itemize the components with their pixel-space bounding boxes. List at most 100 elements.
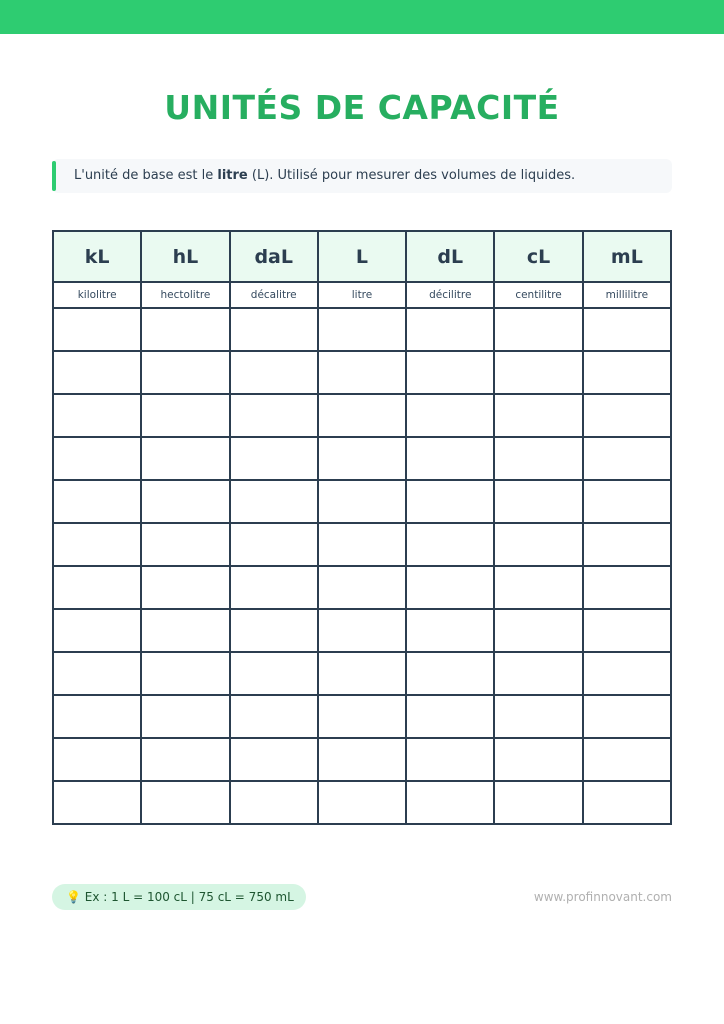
- table-cell[interactable]: [405, 350, 496, 395]
- table-cell[interactable]: [228, 608, 319, 653]
- table-cell[interactable]: [405, 307, 496, 352]
- table-cell[interactable]: [316, 694, 408, 739]
- intro-text-end: (L). Utilisé pour mesurer des volumes de…: [247, 168, 576, 183]
- table-cell[interactable]: [51, 651, 143, 696]
- table-cell[interactable]: [228, 350, 319, 395]
- table-cell[interactable]: [51, 350, 143, 395]
- table-cell[interactable]: [581, 651, 673, 696]
- table-cell[interactable]: [581, 565, 673, 610]
- table-cell[interactable]: [493, 737, 584, 782]
- table-cell[interactable]: [493, 436, 584, 481]
- table-cell[interactable]: [228, 522, 319, 567]
- unit-header-1: hL: [140, 230, 231, 283]
- unit-name-row: kilolitre hectolitre décalitre litre décilit…: [51, 281, 673, 309]
- table-cell[interactable]: [140, 565, 231, 610]
- table-row: [51, 694, 673, 739]
- table-cell[interactable]: [51, 608, 143, 653]
- table-cell[interactable]: [493, 307, 584, 352]
- table-row: [51, 436, 673, 481]
- table-cell[interactable]: [140, 350, 231, 395]
- table-cell[interactable]: [405, 393, 496, 438]
- table-cell[interactable]: [316, 737, 408, 782]
- table-cell[interactable]: [493, 694, 584, 739]
- table-cell[interactable]: [316, 780, 408, 825]
- table-cell[interactable]: [51, 565, 143, 610]
- table-cell[interactable]: [140, 479, 231, 524]
- table-cell[interactable]: [405, 436, 496, 481]
- table-cell[interactable]: [581, 780, 673, 825]
- table-cell[interactable]: [140, 436, 231, 481]
- table-cell[interactable]: [493, 780, 584, 825]
- unit-header-3: L: [316, 230, 408, 283]
- unit-header-0: kL: [51, 230, 143, 283]
- table-cell[interactable]: [140, 393, 231, 438]
- table-cell[interactable]: [405, 479, 496, 524]
- unit-name-3: litre: [316, 281, 408, 309]
- table-cell[interactable]: [405, 780, 496, 825]
- table-cell[interactable]: [405, 608, 496, 653]
- table-cell[interactable]: [405, 522, 496, 567]
- table-cell[interactable]: [493, 651, 584, 696]
- table-cell[interactable]: [316, 565, 408, 610]
- table-cell[interactable]: [140, 651, 231, 696]
- table-cell[interactable]: [581, 522, 673, 567]
- table-cell[interactable]: [228, 479, 319, 524]
- table-cell[interactable]: [316, 350, 408, 395]
- table-cell[interactable]: [51, 780, 143, 825]
- table-cell[interactable]: [51, 694, 143, 739]
- table-cell[interactable]: [581, 479, 673, 524]
- table-cell[interactable]: [140, 307, 231, 352]
- table-cell[interactable]: [316, 651, 408, 696]
- table-cell[interactable]: [228, 565, 319, 610]
- table-cell[interactable]: [581, 307, 673, 352]
- table-cell[interactable]: [405, 565, 496, 610]
- unit-name-4: décilitre: [405, 281, 496, 309]
- unit-name-6: millilitre: [581, 281, 673, 309]
- table-cell[interactable]: [405, 737, 496, 782]
- table-cell[interactable]: [140, 780, 231, 825]
- table-cell[interactable]: [316, 436, 408, 481]
- table-cell[interactable]: [493, 393, 584, 438]
- table-cell[interactable]: [228, 307, 319, 352]
- table-cell[interactable]: [581, 737, 673, 782]
- unit-name-0: kilolitre: [51, 281, 143, 309]
- table-cell[interactable]: [51, 307, 143, 352]
- table-cell[interactable]: [51, 393, 143, 438]
- website-link[interactable]: www.profinnovant.com: [533, 890, 672, 904]
- table-cell[interactable]: [581, 608, 673, 653]
- table-cell[interactable]: [581, 436, 673, 481]
- table-row: [51, 651, 673, 696]
- table-cell[interactable]: [493, 479, 584, 524]
- table-row: [51, 737, 673, 782]
- table-cell[interactable]: [405, 694, 496, 739]
- table-cell[interactable]: [316, 608, 408, 653]
- table-cell[interactable]: [51, 737, 143, 782]
- table-cell[interactable]: [51, 522, 143, 567]
- table-cell[interactable]: [140, 694, 231, 739]
- table-cell[interactable]: [316, 479, 408, 524]
- table-cell[interactable]: [493, 608, 584, 653]
- table-cell[interactable]: [581, 694, 673, 739]
- table-cell[interactable]: [51, 436, 143, 481]
- table-cell[interactable]: [228, 436, 319, 481]
- unit-header-5: cL: [493, 230, 584, 283]
- table-cell[interactable]: [228, 780, 319, 825]
- table-cell[interactable]: [316, 393, 408, 438]
- table-cell[interactable]: [316, 522, 408, 567]
- table-cell[interactable]: [493, 350, 584, 395]
- table-cell[interactable]: [316, 307, 408, 352]
- table-cell[interactable]: [140, 522, 231, 567]
- table-cell[interactable]: [228, 737, 319, 782]
- table-cell[interactable]: [228, 694, 319, 739]
- table-cell[interactable]: [228, 393, 319, 438]
- table-cell[interactable]: [140, 608, 231, 653]
- table-cell[interactable]: [493, 565, 584, 610]
- table-cell[interactable]: [228, 651, 319, 696]
- table-cell[interactable]: [140, 737, 231, 782]
- table-cell[interactable]: [405, 651, 496, 696]
- intro-text-start: L'unité de base est le: [74, 168, 218, 183]
- table-cell[interactable]: [51, 479, 143, 524]
- table-cell[interactable]: [581, 393, 673, 438]
- table-cell[interactable]: [493, 522, 584, 567]
- table-cell[interactable]: [581, 350, 673, 395]
